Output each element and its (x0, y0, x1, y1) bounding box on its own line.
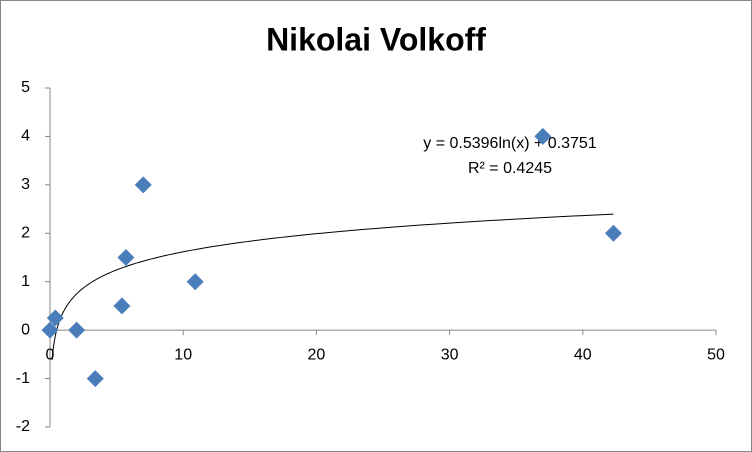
y-tick-label: -1 (16, 370, 30, 387)
y-tick-label: 2 (21, 225, 30, 242)
point (113, 297, 131, 315)
x-tick-label: 50 (707, 346, 725, 363)
trendline-equation: y = 0.5396ln(x) + 0.3751 (423, 135, 597, 152)
y-tick-label: 4 (21, 128, 30, 145)
x-tick-label: 10 (174, 346, 192, 363)
y-tick-label: 1 (21, 273, 30, 290)
y-tick-label: 0 (21, 321, 30, 338)
x-tick-label: 40 (574, 346, 592, 363)
x-tick-label: 0 (46, 346, 55, 363)
point (46, 309, 64, 327)
point (134, 176, 152, 194)
y-tick-label: 3 (21, 176, 30, 193)
point (68, 321, 86, 339)
point (41, 321, 59, 339)
trendline-r2: R² = 0.4245 (468, 160, 552, 177)
trendline (51, 213, 614, 360)
x-tick-label: 30 (441, 346, 459, 363)
point (534, 127, 552, 145)
chart-title: Nikolai Volkoff (266, 21, 486, 57)
point (86, 370, 104, 388)
point (117, 249, 135, 266)
point (604, 224, 622, 242)
x-tick-label: 20 (308, 346, 326, 363)
point (186, 273, 204, 291)
y-tick-label: 5 (21, 79, 30, 96)
y-tick-label: -2 (16, 418, 30, 435)
